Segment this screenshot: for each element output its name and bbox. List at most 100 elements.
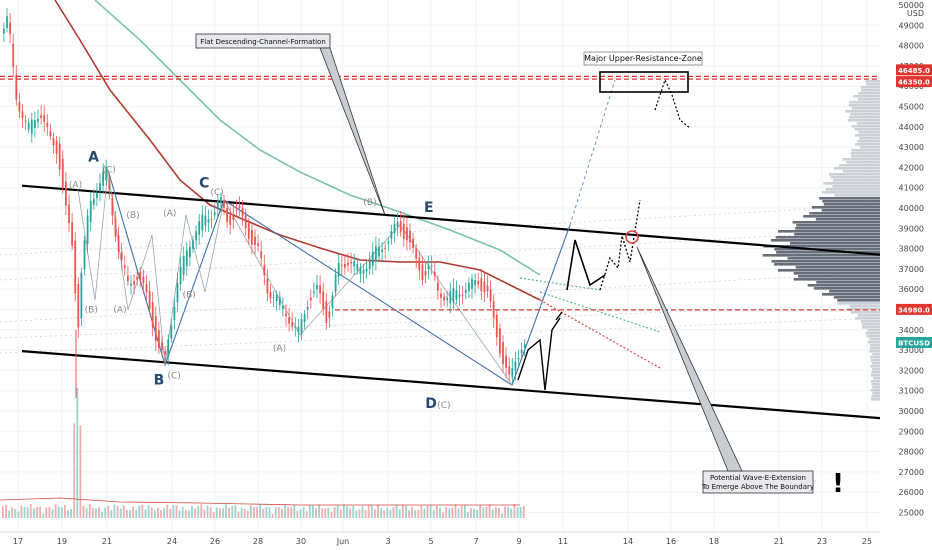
candle-body [21, 111, 24, 118]
projection-upper-dotted [654, 78, 691, 129]
wave-line-grey [77, 169, 225, 366]
volume-profile-bar [762, 254, 880, 257]
volume-bar [321, 508, 324, 518]
candle-body [207, 219, 210, 223]
candle-body [136, 276, 139, 280]
candle-body [409, 230, 411, 243]
volume-profile-bar [859, 137, 880, 140]
wave-label: D [425, 396, 437, 412]
volume-bar [336, 505, 339, 518]
volume-profile-bar [834, 167, 880, 170]
candle-body [3, 28, 5, 34]
volume-bar [215, 507, 218, 518]
volume-bar [343, 504, 345, 518]
time-tick: 5 [428, 537, 433, 546]
volume-bar [361, 506, 364, 518]
volume-bar [178, 510, 181, 518]
time-tick: 18 [709, 537, 719, 546]
volume-bar [423, 508, 426, 518]
volume-bar [76, 388, 79, 518]
volume-bar [327, 507, 330, 518]
projection-dotted [599, 199, 641, 291]
volume-bar [414, 510, 417, 518]
candle-body [99, 183, 101, 192]
volume-profile-bar [857, 98, 880, 101]
candle-body [437, 282, 439, 291]
volume-profile-bar [790, 242, 880, 245]
volume-bar [268, 507, 271, 518]
volume-profile-bar [858, 92, 880, 95]
volume-bar [330, 511, 333, 518]
moving-averages [54, 0, 661, 369]
wave-label: (A) [69, 181, 82, 191]
candle-body [285, 313, 287, 317]
candle-body [223, 200, 225, 208]
candle-body [244, 215, 247, 228]
volume-profile-bar [859, 146, 880, 149]
volume-profile-bar [871, 362, 880, 365]
candle-body [117, 235, 120, 252]
candle-body [486, 285, 489, 292]
candle-body [58, 143, 61, 170]
volume-profile-bar [869, 347, 880, 350]
price-tick: 33000 [899, 346, 924, 355]
candle-body [278, 297, 281, 305]
candlesticks [3, 7, 526, 398]
wave-label: (B) [183, 290, 196, 300]
candle-body [316, 284, 318, 290]
volume-bar [460, 505, 463, 518]
volume-profile-bar [822, 200, 880, 203]
candle-body [46, 122, 49, 127]
projection-blue-dashed [569, 79, 616, 226]
candle-body [511, 368, 514, 378]
volume-bar [184, 509, 187, 518]
candle-body [520, 349, 523, 354]
volume-profile-bar [774, 248, 880, 251]
volume-bar [265, 507, 268, 518]
candle-body [195, 231, 197, 241]
volume-profile-bar [862, 326, 880, 329]
candle-body [185, 250, 188, 267]
volume-profile-bar [855, 143, 880, 146]
volume-profile-bar [777, 230, 880, 233]
channel-helper-line [0, 271, 881, 323]
volume-bar [153, 510, 156, 518]
wave-label: A [88, 149, 99, 165]
candle-body [210, 219, 213, 221]
volume-bar [308, 505, 311, 518]
volume-bar [144, 509, 147, 518]
volume-profile-bar [842, 158, 880, 161]
volume-bar [122, 505, 125, 518]
volume-profile-bar [822, 191, 880, 194]
volume-profile-bar [771, 260, 880, 263]
volume-bar [39, 506, 41, 518]
candle-body [238, 205, 241, 209]
volume-bar [54, 504, 57, 518]
volume-bar [253, 506, 255, 518]
candle-body [71, 222, 73, 246]
price-tick: 31000 [899, 387, 924, 396]
candle-body [176, 283, 179, 303]
volume-bar [352, 506, 355, 518]
volume-bar [126, 510, 128, 518]
callout-pointer [319, 47, 386, 216]
price-axis[interactable]: 25000 26000 27000 28000 29000 30000 31000 32000… [880, 0, 932, 532]
volume-bar [36, 507, 38, 518]
volume-profile-bar [833, 179, 880, 182]
volume-bar [463, 505, 466, 518]
volume-profile-bar [872, 353, 880, 356]
candle-body [412, 238, 414, 248]
currency-label: USD [907, 9, 924, 18]
volume-profile-bar [845, 110, 880, 113]
candle-body [123, 265, 126, 268]
time-tick: 11 [558, 537, 568, 546]
candle-body [415, 248, 418, 259]
candle-body [30, 119, 33, 134]
volume-profile-bar [870, 365, 880, 368]
time-axis[interactable]: 17 19 21 24 26 28 30 Jun 3 5 7 9 11 14 16 18 21 23 25 [0, 531, 932, 550]
time-tick: 26 [210, 537, 220, 546]
time-tick: 7 [473, 537, 478, 546]
volume-bar [445, 506, 448, 518]
candle-body [505, 355, 507, 369]
